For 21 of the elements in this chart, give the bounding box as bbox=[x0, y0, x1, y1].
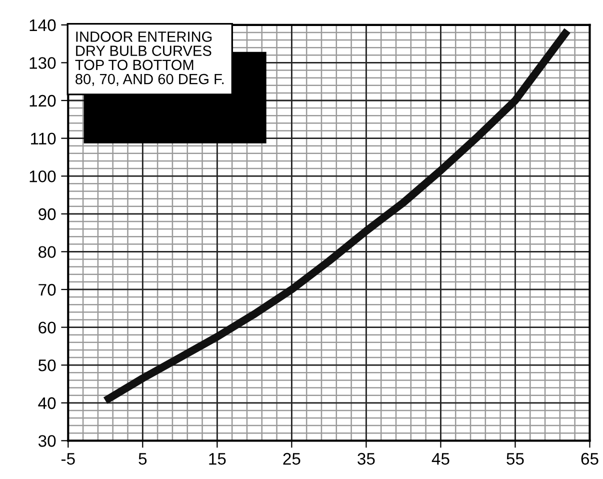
y-tick-label: 30 bbox=[38, 435, 56, 447]
x-tick-label: 15 bbox=[209, 453, 226, 465]
y-tick-label: 40 bbox=[38, 397, 56, 410]
x-tick-label: 55 bbox=[506, 453, 524, 465]
x-tick-label: 25 bbox=[283, 452, 300, 465]
annotation: INDOOR ENTERING DRY BULB CURVES TOP TO BOTTOM 80, 70, AND 60 DEG F. bbox=[75, 32, 224, 86]
x-tick-label: -5 bbox=[61, 453, 75, 465]
x-tick-label: 35 bbox=[358, 452, 375, 465]
y-tick-label: 110 bbox=[31, 132, 56, 145]
x-tick-label: 5 bbox=[138, 453, 147, 465]
y-tick-label: 100 bbox=[30, 170, 56, 182]
y-tick-label: 140 bbox=[30, 19, 56, 32]
y-tick-label: 50 bbox=[38, 359, 56, 372]
y-tick-label: 130 bbox=[30, 57, 56, 69]
y-tick-label: 120 bbox=[30, 94, 56, 107]
y-tick-label: 80 bbox=[38, 246, 56, 258]
x-tick-label: 45 bbox=[432, 453, 450, 465]
y-tick-label: 70 bbox=[38, 284, 56, 296]
x-tick-label: 65 bbox=[581, 452, 598, 465]
y-tick-label: 60 bbox=[38, 322, 56, 334]
y-tick-label: 90 bbox=[38, 208, 56, 220]
